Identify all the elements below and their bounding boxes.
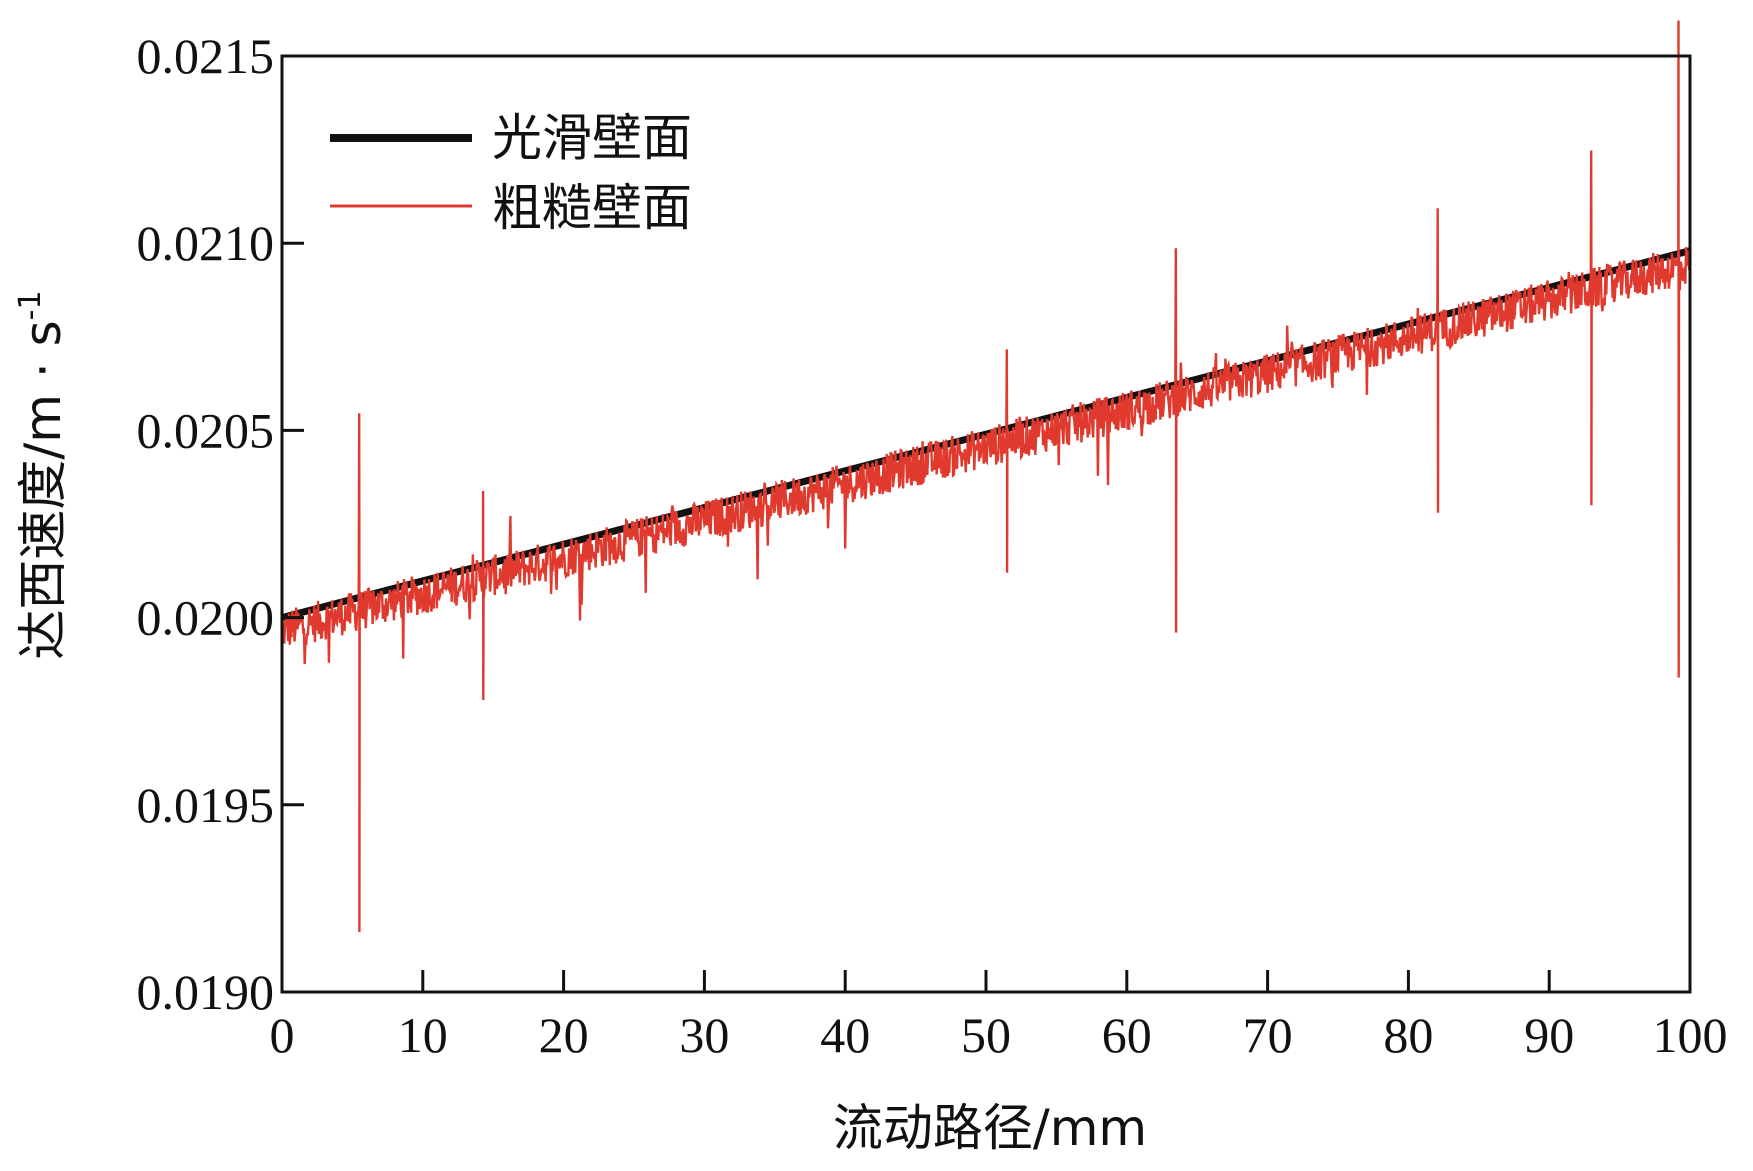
x-tick-label: 40 [820,1007,870,1063]
x-tick-label: 100 [1653,1007,1728,1063]
y-tick-label: 0.0190 [137,964,275,1020]
x-tick-label: 80 [1383,1007,1433,1063]
x-tick-label: 10 [398,1007,448,1063]
y-axis-label-text: 达西速度/m · s [14,320,72,659]
plot-area [281,20,1692,933]
y-tick-label: 0.0215 [137,28,275,84]
x-axis-label: 流动路径/mm [833,1099,1147,1157]
x-tick-label: 20 [539,1007,589,1063]
legend-label-smooth: 光滑壁面 [492,109,692,167]
y-tick-label: 0.0210 [137,215,275,271]
legend: 光滑壁面 粗糙壁面 [330,109,692,237]
y-axis-label: 达西速度/m · s-1 [13,290,72,659]
y-axis-label-exponent: -1 [13,290,48,320]
legend-label-rough: 粗糙壁面 [492,179,692,237]
x-tick-label: 70 [1243,1007,1293,1063]
x-tick-label: 50 [961,1007,1011,1063]
y-tick-label: 0.0205 [137,402,275,458]
axes: 0 10 20 30 40 50 60 70 80 90 100 0.0190 0.0195 0.0200… [137,28,1728,1063]
x-tick-label: 90 [1524,1007,1574,1063]
x-tick-label: 60 [1102,1007,1152,1063]
x-tick-label: 0 [270,1007,295,1063]
y-tick-label: 0.0200 [137,590,275,646]
y-tick-label: 0.0195 [137,777,275,833]
x-tick-label: 30 [679,1007,729,1063]
series-rough-line [281,20,1692,933]
